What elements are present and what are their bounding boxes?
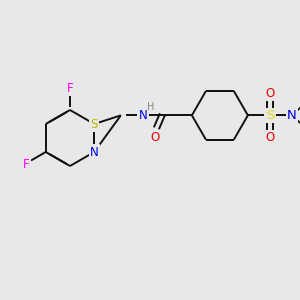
Text: O: O bbox=[265, 131, 274, 144]
Text: N: N bbox=[139, 109, 147, 122]
Text: H: H bbox=[147, 102, 155, 112]
Text: S: S bbox=[91, 118, 98, 130]
Text: F: F bbox=[23, 158, 30, 170]
Text: O: O bbox=[265, 87, 274, 100]
Text: N: N bbox=[287, 109, 297, 122]
Text: F: F bbox=[67, 82, 73, 94]
Text: N: N bbox=[90, 146, 99, 158]
Text: S: S bbox=[266, 109, 274, 122]
Text: O: O bbox=[150, 131, 160, 144]
